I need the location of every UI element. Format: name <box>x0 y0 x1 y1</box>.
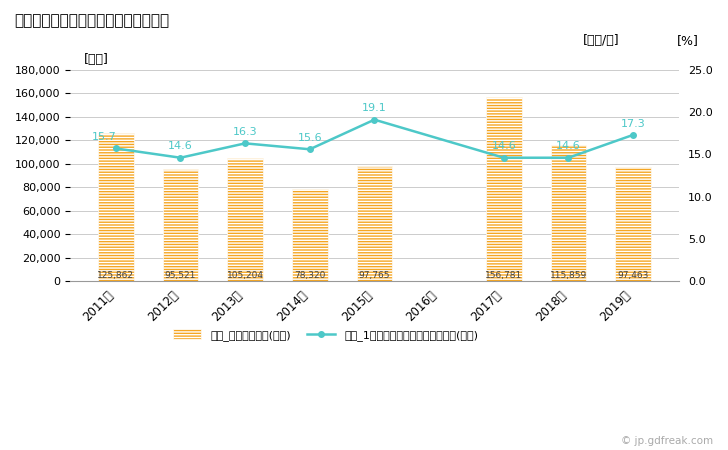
Bar <box>550 145 586 281</box>
Text: 125,862: 125,862 <box>98 271 134 280</box>
Bar <box>357 166 392 281</box>
Text: 115,859: 115,859 <box>550 271 587 280</box>
Text: 156,781: 156,781 <box>485 271 523 280</box>
Text: 15.6: 15.6 <box>298 133 322 143</box>
Text: [万円/㎡]: [万円/㎡] <box>582 34 619 47</box>
Text: 95,521: 95,521 <box>165 271 196 280</box>
Bar <box>486 97 521 281</box>
Bar <box>162 169 198 281</box>
Bar <box>615 167 651 281</box>
Bar <box>227 158 263 281</box>
Bar <box>98 133 133 281</box>
Text: 97,765: 97,765 <box>359 271 390 280</box>
Text: [万円]: [万円] <box>84 53 108 66</box>
Text: 16.3: 16.3 <box>233 127 258 137</box>
Text: 78,320: 78,320 <box>294 271 325 280</box>
Text: 14.6: 14.6 <box>556 141 581 151</box>
Text: [%]: [%] <box>677 34 699 47</box>
Text: 木造建築物の工事費予定額合計の推移: 木造建築物の工事費予定額合計の推移 <box>15 14 170 28</box>
Text: 14.6: 14.6 <box>168 141 193 151</box>
Bar <box>292 189 328 281</box>
Text: 15.7: 15.7 <box>92 132 117 142</box>
Legend: 木造_工事費予定額(左軸), 木造_1平米当たり平均工事費予定額(右軸): 木造_工事費予定額(左軸), 木造_1平米当たり平均工事費予定額(右軸) <box>169 325 483 346</box>
Text: 19.1: 19.1 <box>362 104 387 113</box>
Text: 17.3: 17.3 <box>621 118 646 129</box>
Text: © jp.gdfreak.com: © jp.gdfreak.com <box>621 436 713 446</box>
Text: 14.6: 14.6 <box>491 141 516 151</box>
Text: 97,463: 97,463 <box>617 271 649 280</box>
Text: 105,204: 105,204 <box>226 271 264 280</box>
